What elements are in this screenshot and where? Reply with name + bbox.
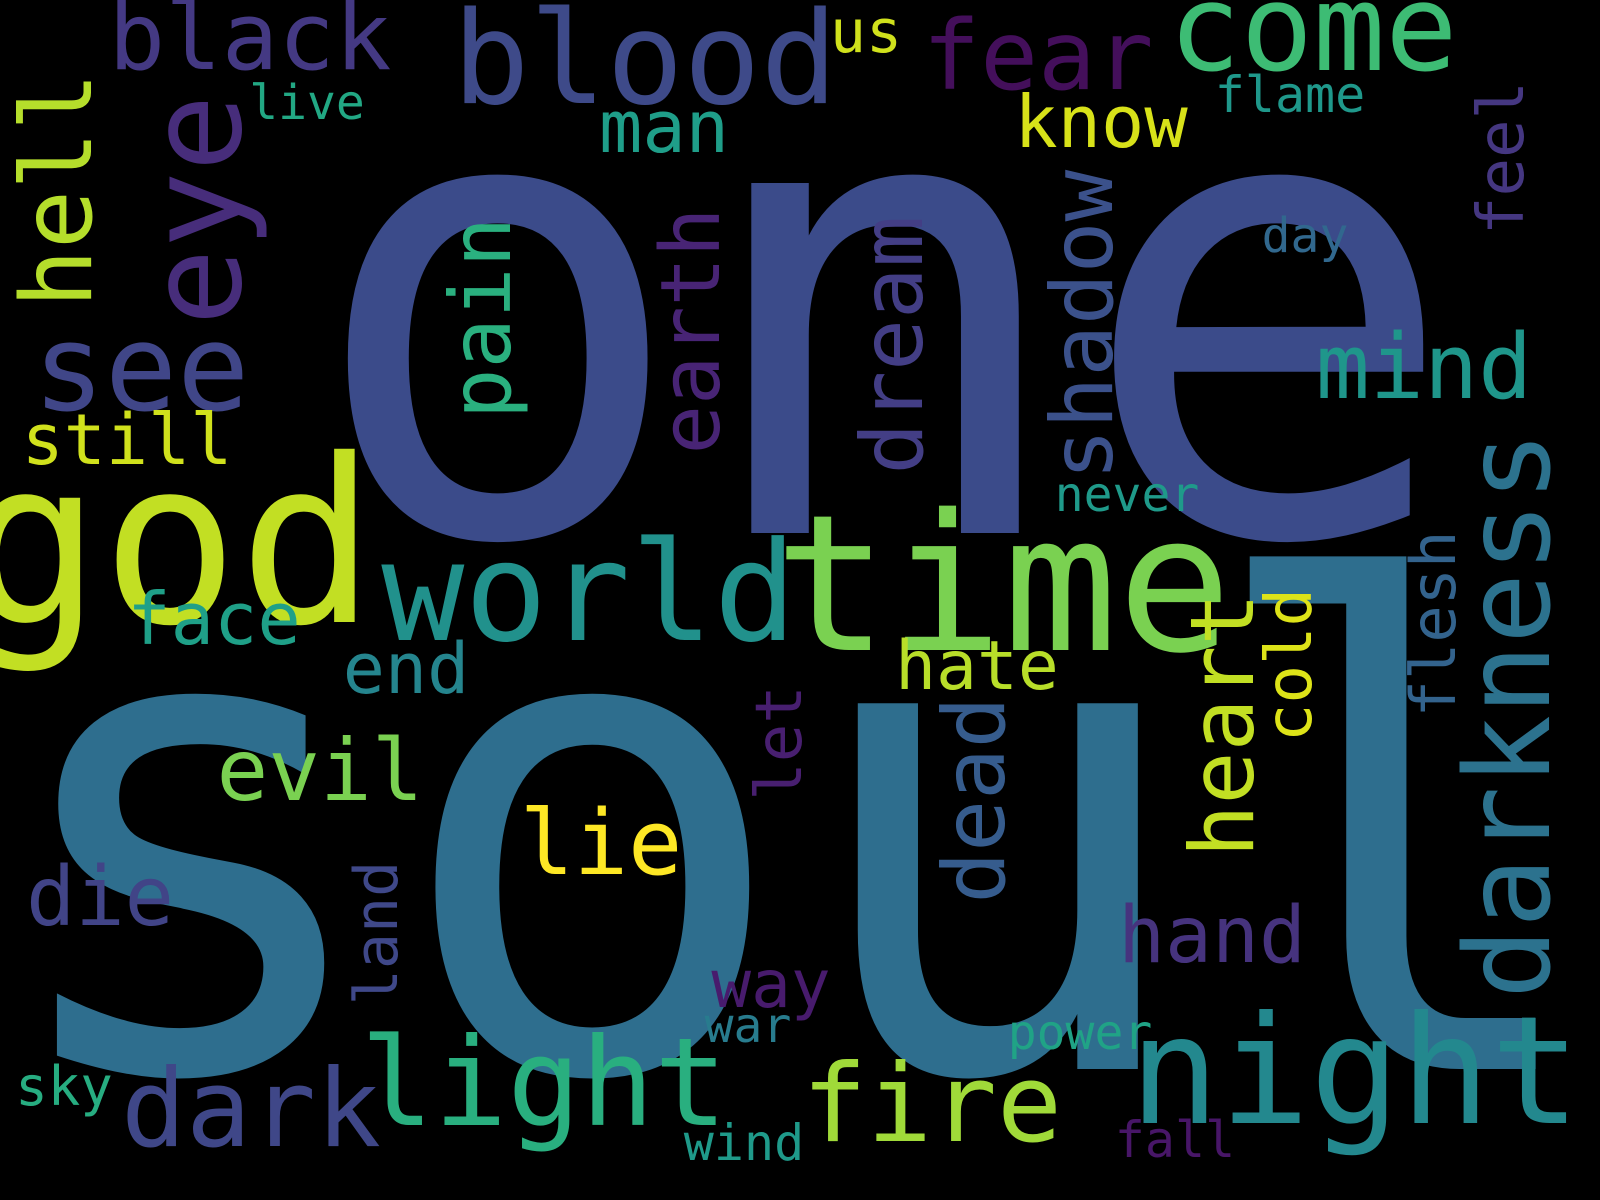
word-us: us [829,0,903,67]
word-night: night [1129,985,1581,1159]
word-feel: feel [1465,80,1539,236]
word-flesh: flesh [1397,530,1470,718]
word-god: god [0,410,376,676]
word-dead: dead [925,696,1025,904]
word-earth: earth [644,207,739,455]
word-one: one [305,0,1461,684]
word-come: come [1168,0,1458,99]
word-never: never [1054,467,1200,523]
word-hate: hate [895,627,1059,706]
word-dark: dark [120,1047,382,1172]
word-black: black [108,0,392,92]
word-power: power [1007,1005,1153,1061]
word-evil: evil [216,721,424,821]
word-live: live [249,75,365,131]
word-mind: mind [1315,315,1533,420]
word-light: light [360,1012,728,1154]
word-know: know [1014,80,1188,164]
word-lie: lie [519,791,683,896]
word-soul: soul [0,448,1600,1200]
word-fire: fire [801,1042,1063,1167]
word-man: man [598,85,730,169]
word-land: land [342,860,412,1006]
word-see: see [32,300,250,439]
word-sky: sky [15,1055,113,1118]
word-eye: eye [122,94,271,326]
word-war: war [704,998,792,1054]
word-end: end [342,628,470,710]
word-blood: blood [452,0,838,134]
word-flame: flame [1214,66,1366,124]
word-hand: hand [1118,891,1306,981]
word-time: time [774,474,1232,695]
word-day: day [1261,208,1349,264]
word-face: face [127,577,301,661]
word-let: let [743,685,817,801]
word-still: still [21,399,233,481]
word-pain: pain [432,216,530,420]
word-fear: fear [922,0,1154,112]
word-world: world [381,512,797,673]
word-way: way [711,946,831,1023]
word-cold: cold [1253,587,1327,743]
word-fall: fall [1114,1111,1236,1169]
word-dream: dream [843,215,943,475]
word-wind: wind [683,1114,805,1172]
word-hell: hell [1,71,115,309]
word-shadow: shadow [1033,169,1133,481]
word-die: die [25,850,175,945]
